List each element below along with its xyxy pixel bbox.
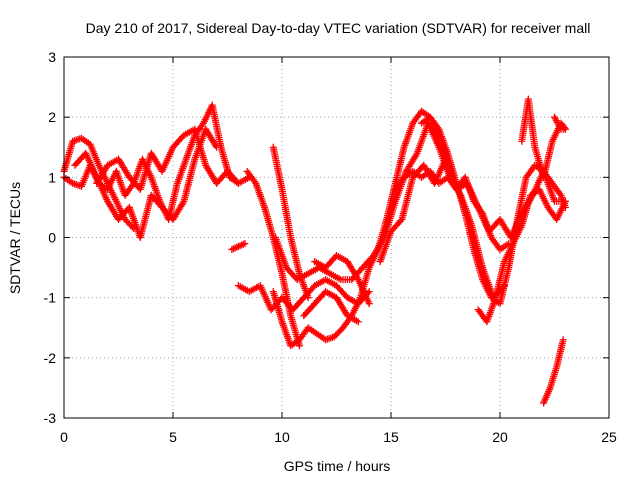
x-tick-label: 10	[274, 429, 290, 445]
series-track-10	[272, 120, 508, 301]
chart: 0 5 10 15 20 25 -3 -2 -1 0 1 2 3 Day 210 of 2017, Si…	[0, 0, 640, 480]
y-tick-label: -2	[44, 350, 57, 366]
y-tick-label: -3	[44, 410, 57, 426]
y-tick-label: -1	[44, 290, 57, 306]
y-axis-label: SDTVAR / TECUs	[7, 182, 23, 294]
series-track-16	[475, 186, 569, 325]
axis-ticks: 0 5 10 15 20 25 -3 -2 -1 0 1 2 3	[44, 49, 617, 445]
x-tick-label: 20	[492, 429, 508, 445]
y-tick-label: 3	[48, 49, 56, 65]
series-track-6	[228, 240, 248, 253]
series-track-15	[418, 114, 569, 308]
series-track-17	[518, 96, 569, 181]
x-tick-label: 0	[60, 429, 68, 445]
chart-title: Day 210 of 2017, Sidereal Day-to-day VTE…	[86, 20, 591, 36]
x-tick-label: 15	[383, 429, 399, 445]
y-tick-label: 2	[48, 109, 56, 125]
x-tick-label: 25	[601, 429, 617, 445]
plot-markers	[61, 96, 569, 407]
series-track-8	[270, 144, 312, 301]
x-axis-label: GPS time / hours	[284, 458, 391, 474]
y-tick-label: 0	[48, 230, 56, 246]
x-tick-label: 5	[169, 429, 177, 445]
series-track-19	[540, 336, 567, 406]
y-tick-label: 1	[48, 169, 56, 185]
